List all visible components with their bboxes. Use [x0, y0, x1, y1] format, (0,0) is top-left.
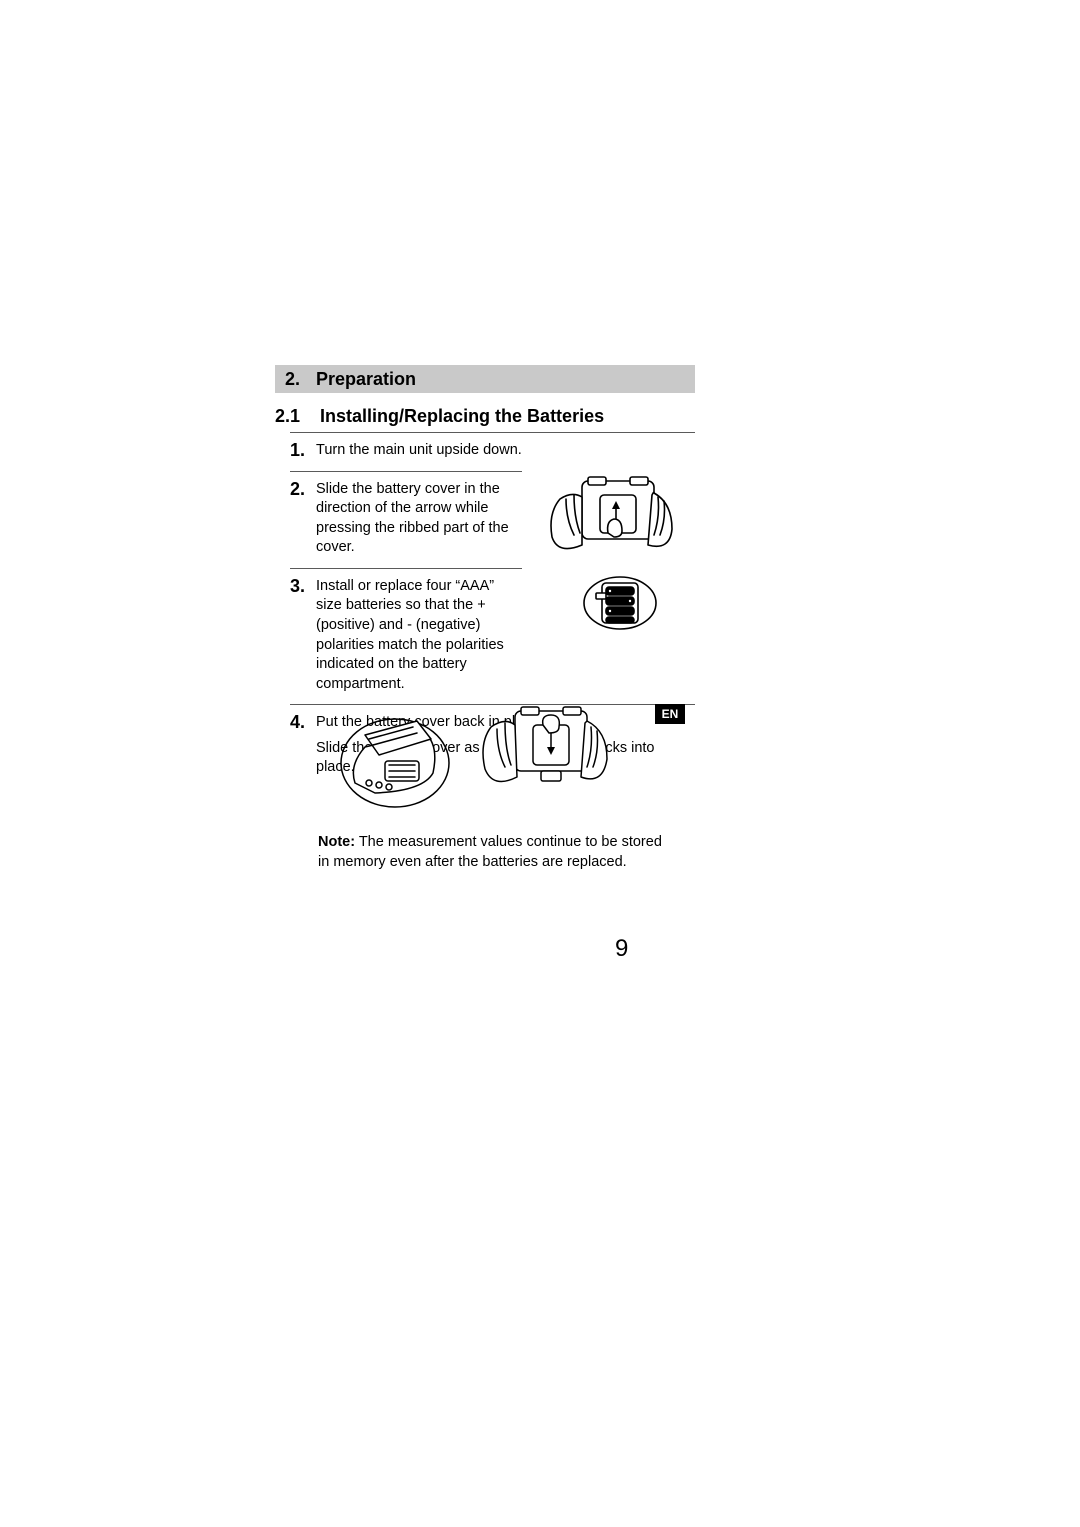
language-badge: EN [655, 704, 685, 724]
subsection-header: 2.1 Installing/Replacing the Batteries [275, 406, 604, 427]
step-text: Turn the main unit upside down. [316, 441, 522, 461]
note-block: Note: The measurement values continue to… [318, 833, 668, 872]
note-text: The measurement values continue to be st… [318, 834, 662, 870]
step-number: 2. [290, 480, 316, 558]
section-title: Preparation [300, 369, 416, 390]
step-3: 3. Install or replace four “AAA” size ba… [290, 568, 522, 704]
section-header: 2. Preparation [275, 365, 695, 393]
step-number: 1. [290, 441, 316, 461]
subsection-number: 2.1 [275, 406, 300, 427]
language-badge-label: EN [662, 707, 679, 721]
step-2: 2. Slide the battery cover in the direct… [290, 471, 522, 568]
page-number: 9 [615, 935, 628, 963]
step-number: 3. [290, 577, 316, 694]
subsection-title: Installing/Replacing the Batteries [300, 406, 604, 427]
section-number: 2. [275, 369, 300, 390]
note-label: Note: [318, 834, 355, 850]
step-text: Install or replace four “AAA” size batte… [316, 577, 521, 694]
illustration-battery-slide-icon [530, 475, 690, 635]
step-text: Slide the battery cover in the direction… [316, 480, 521, 558]
step-number: 4. [290, 713, 316, 784]
illustration-battery-cover-replace-icon [335, 705, 625, 815]
step-1: 1. Turn the main unit upside down. [290, 432, 695, 471]
manual-page: 2. Preparation 2.1 Installing/Replacing … [0, 0, 1080, 1527]
